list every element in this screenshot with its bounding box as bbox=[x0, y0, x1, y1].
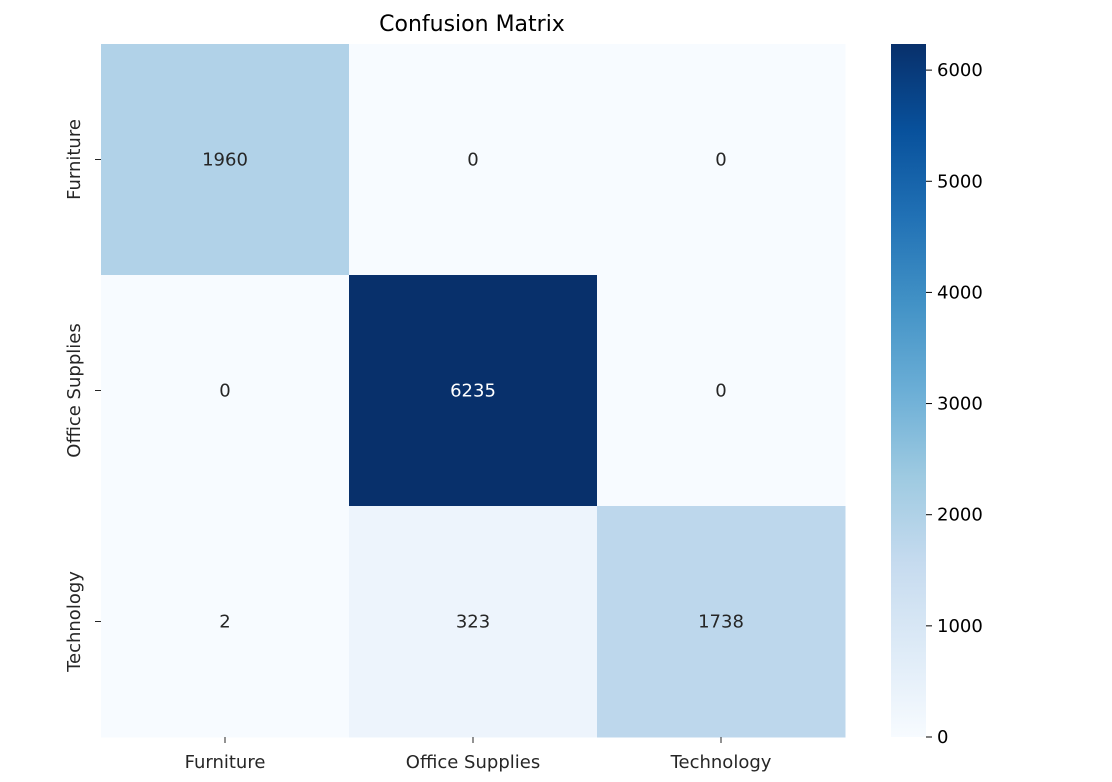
colorbar-tick-label: 5000 bbox=[937, 171, 983, 192]
cell-value-label: 0 bbox=[467, 150, 478, 171]
x-axis: Furniture Office Supplies Technology bbox=[185, 737, 772, 773]
y-axis: Furniture Office Supplies Technology bbox=[64, 119, 101, 673]
heatmap-cell bbox=[101, 275, 350, 507]
y-tick-label: Furniture bbox=[64, 119, 85, 200]
colorbar-tick-label: 6000 bbox=[937, 60, 983, 81]
cell-value-label: 323 bbox=[456, 612, 490, 633]
colorbar-gradient bbox=[891, 44, 926, 737]
colorbar-tick-label: 4000 bbox=[937, 282, 983, 303]
heatmap-cell bbox=[597, 44, 846, 276]
colorbar-tick-label: 2000 bbox=[937, 505, 983, 526]
heatmap-cell bbox=[349, 44, 598, 276]
cell-value-label: 0 bbox=[715, 150, 726, 171]
heatmap-cell bbox=[101, 506, 350, 738]
heatmap-cell bbox=[349, 275, 598, 507]
heatmap-cell bbox=[349, 506, 598, 738]
colorbar-tick-label: 1000 bbox=[937, 616, 983, 637]
x-tick-label: Furniture bbox=[185, 752, 266, 773]
colorbar: 0 1000 2000 3000 4000 5000 6000 bbox=[891, 44, 983, 748]
y-tick-label: Technology bbox=[64, 571, 85, 673]
cell-value-label: 2 bbox=[219, 612, 230, 633]
heatmap-cell bbox=[101, 44, 350, 276]
y-tick-label: Office Supplies bbox=[64, 323, 85, 457]
heatmap-cell bbox=[597, 506, 846, 738]
cell-value-label: 1960 bbox=[202, 150, 248, 171]
x-tick-label: Technology bbox=[670, 752, 772, 773]
heatmap-annotations: 1960 0 0 0 6235 0 2 323 1738 bbox=[202, 150, 744, 633]
cell-value-label: 6235 bbox=[450, 381, 496, 402]
cell-value-label: 0 bbox=[219, 381, 230, 402]
x-tick-label: Office Supplies bbox=[406, 752, 540, 773]
colorbar-tick-label: 3000 bbox=[937, 394, 983, 415]
cell-value-label: 1738 bbox=[698, 612, 744, 633]
colorbar-tick-label: 0 bbox=[937, 727, 948, 748]
cell-value-label: 0 bbox=[715, 381, 726, 402]
heatmap-cell bbox=[597, 275, 846, 507]
heatmap-cells bbox=[101, 44, 846, 738]
chart-title: Confusion Matrix bbox=[379, 12, 565, 37]
